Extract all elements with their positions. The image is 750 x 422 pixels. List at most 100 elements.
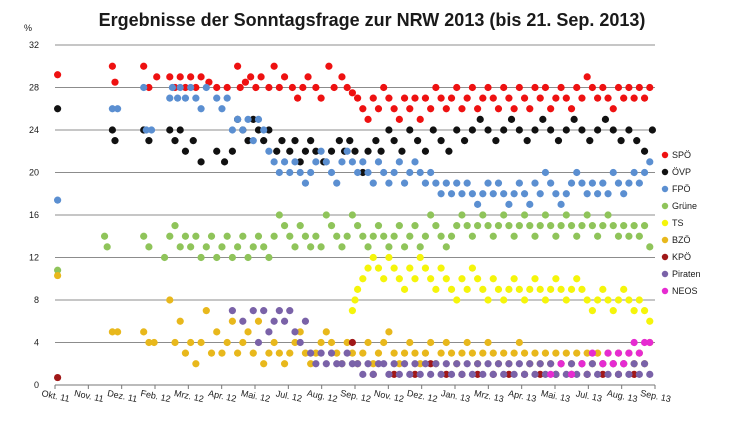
data-point <box>614 83 623 92</box>
x-tick-label: Feb. 12 <box>140 388 172 404</box>
data-point <box>236 83 244 92</box>
y-tick-label: 20 <box>29 168 39 178</box>
data-point <box>447 370 456 378</box>
data-point <box>54 271 62 280</box>
data-point <box>640 94 649 102</box>
data-point <box>307 360 315 368</box>
data-point <box>453 360 461 368</box>
data-point <box>351 296 359 304</box>
data-point <box>541 296 550 304</box>
data-point <box>406 105 414 113</box>
data-point <box>369 232 377 240</box>
data-point <box>620 285 628 293</box>
legend-label: SPÖ <box>672 150 691 160</box>
data-point <box>228 147 236 155</box>
axes: 0 4 8 12 16 20 24 28 32 Okt. 11 Nov. 11 Dez. 11 Feb.… <box>29 40 672 404</box>
data-point <box>640 168 649 177</box>
data-point <box>286 307 294 315</box>
data-point <box>557 83 565 92</box>
data-point <box>609 105 617 113</box>
data-point <box>588 349 596 357</box>
data-point <box>442 338 450 347</box>
data-point <box>265 126 273 134</box>
data-point <box>374 105 383 113</box>
data-point <box>625 370 633 378</box>
data-point <box>270 338 278 347</box>
data-point <box>458 349 466 357</box>
data-point <box>578 94 586 102</box>
data-point <box>348 349 356 357</box>
data-point <box>228 126 236 134</box>
data-point <box>275 168 283 177</box>
data-point <box>463 179 471 187</box>
data-point <box>646 317 654 325</box>
data-point <box>541 83 550 92</box>
data-point <box>223 94 231 102</box>
data-point <box>374 158 383 166</box>
data-point <box>494 285 503 293</box>
x-tick-label: Apr. 13 <box>507 388 537 404</box>
legend-label: NEOS <box>672 286 698 296</box>
x-tick-label: Apr. 12 <box>207 388 237 404</box>
data-point <box>317 243 325 251</box>
series-1 <box>54 105 656 177</box>
data-point <box>244 115 252 123</box>
data-point <box>500 370 508 378</box>
data-point <box>265 349 273 357</box>
data-point <box>239 317 247 325</box>
data-point <box>327 147 336 155</box>
data-point <box>599 285 607 293</box>
data-point <box>187 243 195 251</box>
data-point <box>547 126 555 134</box>
data-point <box>510 349 518 357</box>
data-point <box>411 370 419 378</box>
data-point <box>489 190 497 198</box>
data-point <box>583 296 591 304</box>
data-point <box>484 360 492 368</box>
data-point <box>223 338 231 347</box>
data-point <box>291 137 299 145</box>
data-point <box>594 349 602 357</box>
data-point <box>192 94 200 102</box>
x-tick-label: Okt. 11 <box>41 388 71 404</box>
data-point <box>594 126 602 134</box>
data-point <box>411 360 419 368</box>
data-point <box>531 179 539 187</box>
legend-marker <box>661 287 669 295</box>
data-point <box>390 370 398 378</box>
data-point <box>489 94 497 102</box>
data-point <box>359 105 367 113</box>
x-tick-label: Dez. 12 <box>406 388 438 404</box>
data-point <box>541 349 550 357</box>
data-point <box>640 222 649 230</box>
y-tick-label: 8 <box>34 295 39 305</box>
data-point <box>562 370 570 378</box>
data-point <box>327 168 336 177</box>
data-point <box>474 200 482 208</box>
data-point <box>484 126 492 134</box>
data-point <box>552 232 560 240</box>
data-point <box>270 62 278 70</box>
data-point <box>442 243 450 251</box>
data-point <box>541 211 550 219</box>
data-point <box>609 222 617 230</box>
data-point <box>380 360 388 368</box>
data-point <box>463 285 471 293</box>
data-point <box>583 73 591 81</box>
data-point <box>463 360 471 368</box>
data-point <box>288 83 296 92</box>
data-point <box>474 360 482 368</box>
data-point <box>228 253 236 262</box>
data-point <box>187 83 195 92</box>
data-point <box>500 83 508 92</box>
data-point <box>484 338 492 347</box>
data-point <box>348 360 356 368</box>
data-point <box>244 328 252 336</box>
data-point <box>286 147 294 155</box>
data-point <box>573 349 581 357</box>
data-point <box>432 222 440 230</box>
data-point <box>140 232 148 240</box>
data-point <box>562 296 570 304</box>
data-point <box>327 349 336 357</box>
data-point <box>351 147 359 155</box>
